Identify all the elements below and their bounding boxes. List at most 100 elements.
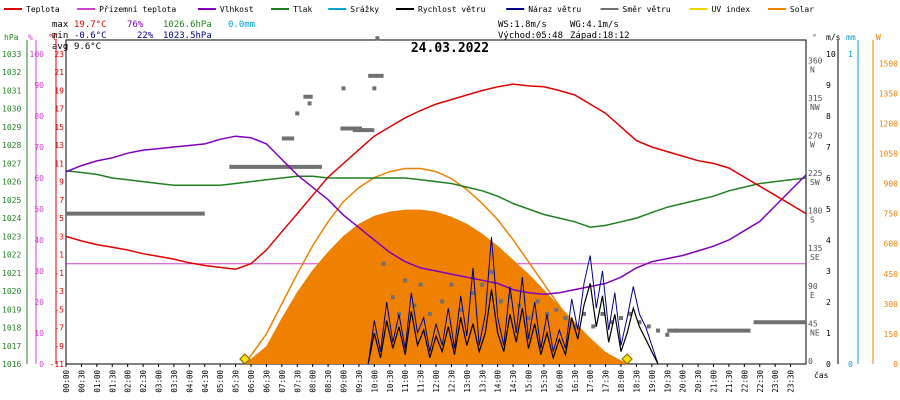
x-tick-label-47: 23:30 <box>787 370 796 393</box>
direction-point-6 <box>390 295 395 300</box>
rain-tick-1: 0 <box>848 360 853 369</box>
direction-point-16 <box>480 282 485 287</box>
wind-tick-7: 3 <box>826 267 831 276</box>
humidity-tick-2: 80 <box>34 112 44 121</box>
pressure-tick-7: 1026 <box>2 178 21 187</box>
direction-point-22 <box>535 299 540 304</box>
direction-tick-5: 135 <box>808 244 823 253</box>
direction-name-5: SE <box>810 253 820 262</box>
solar-axis-label: W <box>876 33 881 42</box>
solar-tick-9: 150 <box>884 330 899 339</box>
direction-tick-4: 180 <box>808 207 823 216</box>
temperature-tick-8: 7 <box>59 196 64 205</box>
x-tick-label-42: 21:00 <box>710 370 719 393</box>
direction-point-14 <box>458 307 463 312</box>
pressure-tick-4: 1029 <box>2 123 21 132</box>
series-line-3 <box>367 236 659 365</box>
x-tick-label-44: 22:00 <box>740 370 749 393</box>
x-tick-label-41: 20:30 <box>694 370 703 393</box>
temperature-tick-1: 21 <box>54 68 64 77</box>
humidity-tick-8: 20 <box>34 298 44 307</box>
wind-tick-10: 0 <box>826 360 831 369</box>
humidity-tick-7: 30 <box>34 267 44 276</box>
legend-label-4: Srážky <box>350 5 379 14</box>
temperature-tick-7: 9 <box>59 178 64 187</box>
x-tick-label-15: 07:30 <box>293 370 302 393</box>
pressure-tick-1: 1032 <box>2 68 21 77</box>
stats-avg-label: avg <box>52 42 68 52</box>
x-tick-label-24: 12:00 <box>432 370 441 393</box>
stats-min-pressure: 1023.5hPa <box>163 31 212 41</box>
solar-tick-4: 900 <box>884 180 899 189</box>
x-tick-label-2: 01:00 <box>93 370 102 393</box>
pressure-tick-15: 1018 <box>2 324 21 333</box>
x-tick-label-27: 13:30 <box>478 370 487 393</box>
pressure-tick-8: 1025 <box>2 196 21 205</box>
legend-label-0: Teplota <box>26 5 60 14</box>
temperature-tick-6: 11 <box>54 159 64 168</box>
humidity-tick-0: 100 <box>30 50 45 59</box>
direction-tick-3: 225 <box>808 169 823 178</box>
x-tick-label-16: 08:00 <box>309 370 318 393</box>
x-tick-label-8: 04:00 <box>185 370 194 393</box>
stats-wind-speed: WS:1.8m/s <box>498 20 547 30</box>
temperature-tick-16: -9 <box>54 342 64 351</box>
pressure-tick-6: 1027 <box>2 159 21 168</box>
direction-point-23 <box>545 311 549 316</box>
temperature-tick-2: 19 <box>54 86 64 95</box>
direction-point-17 <box>489 270 494 275</box>
direction-point-10 <box>418 282 423 287</box>
x-tick-label-11: 05:30 <box>232 370 241 393</box>
x-tick-label-22: 11:00 <box>401 370 410 393</box>
humidity-tick-1: 90 <box>34 81 44 90</box>
x-tick-label-46: 23:00 <box>771 370 780 393</box>
legend: Teplota Přízemní teplota Vlhkost Tlak Srážky… <box>4 5 814 14</box>
x-tick-label-45: 22:30 <box>756 370 765 393</box>
direction-point-29 <box>600 311 605 316</box>
chart-title: 24.03.2022 <box>411 41 489 56</box>
direction-axis-label: ° <box>812 33 817 42</box>
direction-name-0: N <box>810 65 815 74</box>
wind-tick-1: 9 <box>826 81 831 90</box>
temperature-tick-17: -11 <box>50 360 65 369</box>
humidity-tick-4: 60 <box>34 174 44 183</box>
pressure-tick-2: 1031 <box>2 86 21 95</box>
legend-label-9: Solar <box>790 5 814 14</box>
x-tick-label-31: 15:30 <box>540 370 549 393</box>
humidity-tick-3: 70 <box>34 143 44 152</box>
x-tick-label-38: 19:00 <box>648 370 657 393</box>
stats-max-label: max <box>52 20 69 30</box>
solar-tick-0: 1500 <box>879 59 898 68</box>
x-tick-label-32: 16:00 <box>555 370 564 393</box>
series-line-1 <box>65 135 807 296</box>
stats-rain: 0.0mm <box>228 20 255 30</box>
solar-tick-10: 0 <box>893 360 898 369</box>
x-tick-label-5: 02:30 <box>139 370 148 393</box>
stats-sunset: Západ:18:12 <box>570 31 630 41</box>
pressure-tick-3: 1030 <box>2 105 21 114</box>
x-tick-label-3: 01:30 <box>108 370 117 393</box>
legend-label-6: Náraz větru <box>528 5 581 14</box>
x-tick-label-18: 09:00 <box>340 370 349 393</box>
direction-point-28 <box>591 324 596 329</box>
x-unit-label: čas <box>814 370 829 380</box>
direction-point-13 <box>449 282 454 287</box>
direction-point-2 <box>341 86 346 91</box>
humidity-axis-label: % <box>28 33 33 42</box>
direction-point-25 <box>563 316 568 321</box>
stats-wind-gust: WG:4.1m/s <box>570 20 619 30</box>
x-tick-label-6: 03:00 <box>155 370 164 393</box>
direction-tick-1: 315 <box>808 94 823 103</box>
series-line-0 <box>65 169 807 228</box>
stats-min-label: min <box>52 31 68 41</box>
wind-axis-label: m/s <box>826 33 841 42</box>
temperature-tick-0: 23 <box>54 50 64 59</box>
direction-tick-7: 45 <box>808 319 818 328</box>
x-tick-label-28: 14:00 <box>494 370 503 393</box>
temperature-tick-11: 1 <box>59 251 64 260</box>
direction-tick-6: 90 <box>808 282 818 291</box>
temperature-tick-5: 13 <box>54 141 64 150</box>
pressure-tick-16: 1017 <box>2 342 21 351</box>
direction-point-0 <box>295 111 300 116</box>
rain-tick-0: 1 <box>848 50 853 59</box>
